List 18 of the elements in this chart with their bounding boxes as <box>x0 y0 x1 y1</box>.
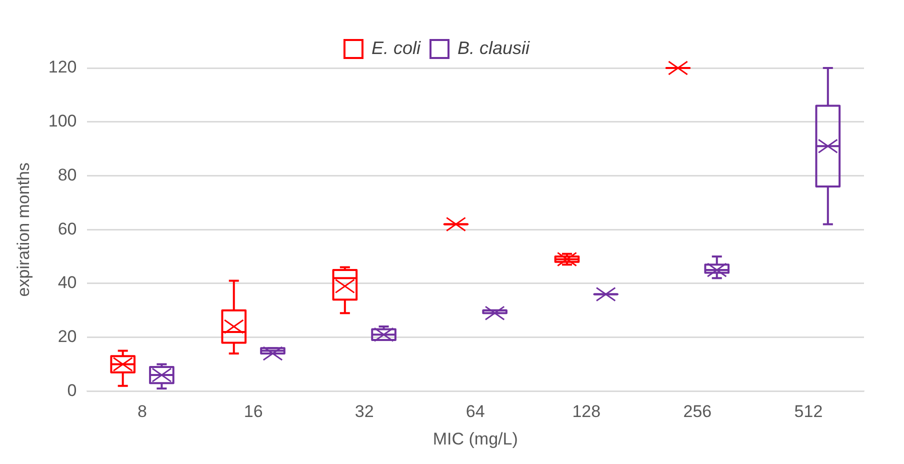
y-tick-label: 60 <box>58 219 77 238</box>
y-tick-label: 40 <box>58 273 77 292</box>
x-tick-label: 8 <box>138 402 148 422</box>
y-axis-title: expiration months <box>14 162 33 297</box>
y-tick-label: 80 <box>58 165 77 184</box>
x-tick-label: 64 <box>466 402 485 422</box>
legend-label: E. coli <box>371 38 422 58</box>
x-axis-title: MIC (mg/L) <box>432 429 518 448</box>
y-tick-label: 100 <box>48 112 77 131</box>
legend-label: B. clausii <box>457 38 531 58</box>
x-tick-label: 256 <box>683 402 712 422</box>
x-tick-label: 512 <box>794 402 823 422</box>
y-tick-label: 20 <box>58 327 77 346</box>
x-tick-label: 32 <box>354 402 374 422</box>
x-tick-label: 128 <box>572 402 601 422</box>
x-tick-label: 16 <box>244 402 263 422</box>
y-tick-label: 120 <box>48 58 77 77</box>
y-tick-label: 0 <box>67 380 77 400</box>
